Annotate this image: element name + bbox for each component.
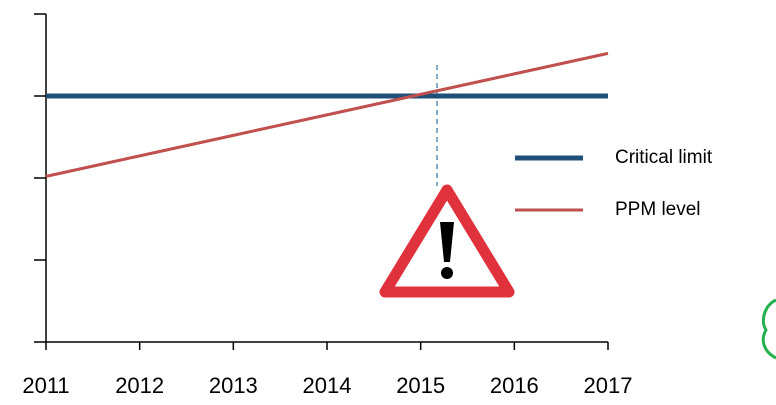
- x-tick-label: 2017: [584, 373, 633, 398]
- series-line: [45, 51, 609, 178]
- x-tick-label: 2015: [396, 373, 445, 398]
- x-tick-label: 2016: [490, 373, 539, 398]
- legend-label: Critical limit: [615, 147, 713, 168]
- x-tick-label: 2011: [22, 373, 69, 398]
- warning-sign: [379, 184, 515, 298]
- x-tick-label: 2012: [115, 373, 164, 398]
- green-shape: [761, 298, 776, 360]
- legend-label: PPM level: [615, 199, 701, 220]
- x-tick-label: 2014: [303, 373, 352, 398]
- x-tick-label: 2013: [209, 373, 258, 398]
